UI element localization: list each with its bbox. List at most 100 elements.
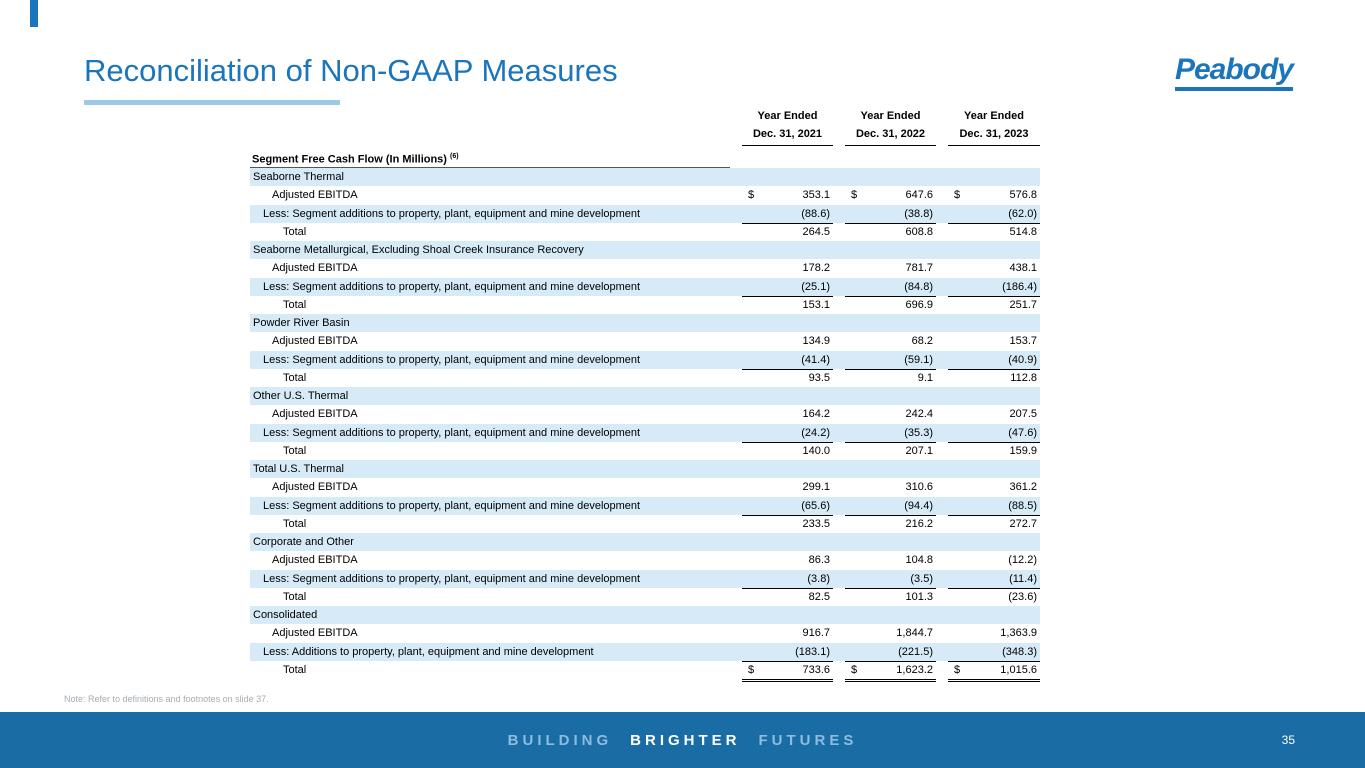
- value: 299.1: [802, 481, 830, 494]
- table-row-total: Total $733.6 $1,623.2 $1,015.6: [250, 661, 1040, 683]
- value-cell: (41.4): [742, 351, 833, 370]
- value-cell: 134.9: [742, 332, 833, 350]
- value: 1,363.9: [1000, 627, 1037, 640]
- table-row-ebitda: Adjusted EBITDA 916.7 1,844.7 1,363.9: [250, 624, 1040, 642]
- value: (47.6): [1008, 426, 1037, 439]
- value: 134.9: [802, 335, 830, 348]
- value-cell: (348.3): [948, 643, 1040, 662]
- section-header-row: Corporate and Other: [250, 533, 1040, 552]
- value-cell: (38.8): [845, 205, 936, 224]
- table-row-total: Total 82.5 101.3 (23.6): [250, 588, 1040, 606]
- row-label: Total: [283, 371, 307, 384]
- value-cell: 310.6: [845, 478, 936, 496]
- value: (40.9): [1008, 353, 1037, 366]
- value-cell: (12.2): [948, 551, 1040, 569]
- value: 9.1: [917, 371, 933, 384]
- value-cell: 9.1: [845, 369, 936, 387]
- section-name: Consolidated: [253, 609, 318, 622]
- value-cell: (3.5): [845, 570, 936, 589]
- value-cell: 164.2: [742, 405, 833, 423]
- value: (12.2): [1008, 554, 1037, 567]
- row-label: Less: Additions to property, plant, equi…: [263, 645, 594, 658]
- value: (35.3): [904, 426, 933, 439]
- dollar-sign: $: [748, 663, 755, 676]
- table-row-less: Less: Segment additions to property, pla…: [250, 204, 1040, 224]
- table-row-ebitda: Adjusted EBITDA 164.2 242.4 207.5: [250, 405, 1040, 423]
- value-cell: 361.2: [948, 478, 1040, 496]
- row-label: Adjusted EBITDA: [272, 262, 358, 275]
- value: 576.8: [1009, 189, 1037, 202]
- value-cell: (35.3): [845, 424, 936, 443]
- value: 647.6: [905, 189, 933, 202]
- value-cell: 178.2: [742, 259, 833, 277]
- value-cell: (59.1): [845, 351, 936, 370]
- section-header-row: Consolidated: [250, 606, 1040, 625]
- peabody-logo: Peabody: [1174, 55, 1294, 91]
- value-cell: (84.8): [845, 278, 936, 297]
- row-label: Less: Segment additions to property, pla…: [263, 426, 641, 439]
- value-cell: (40.9): [948, 351, 1040, 370]
- caption-footnote-marker: (6): [450, 152, 459, 160]
- value-cell: 696.9: [845, 296, 936, 314]
- value: 696.9: [905, 298, 933, 311]
- value: (348.3): [1002, 645, 1037, 658]
- section-name: Corporate and Other: [253, 536, 354, 549]
- value: (65.6): [801, 499, 830, 512]
- table-row-ebitda: Adjusted EBITDA 178.2 781.7 438.1: [250, 259, 1040, 277]
- value-cell: 272.7: [948, 515, 1040, 533]
- row-label: Less: Segment additions to property, pla…: [263, 499, 641, 512]
- corner-accent: [30, 0, 38, 27]
- section-header-row: Total U.S. Thermal: [250, 460, 1040, 479]
- value-cell: 216.2: [845, 515, 936, 533]
- footer-word-futures: FUTURES: [758, 731, 858, 749]
- value: 1,623.2: [896, 663, 933, 676]
- value-cell: 140.0: [742, 442, 833, 460]
- dollar-sign: $: [954, 663, 961, 676]
- value: (38.8): [904, 207, 933, 220]
- table-row-ebitda: Adjusted EBITDA 86.3 104.8 (12.2): [250, 551, 1040, 569]
- value: 916.7: [802, 627, 830, 640]
- footer-word-building: BUILDING: [507, 731, 613, 749]
- value: (25.1): [801, 280, 830, 293]
- table-row-less: Less: Segment additions to property, pla…: [250, 350, 1040, 370]
- table-row-less: Less: Segment additions to property, pla…: [250, 423, 1040, 443]
- dollar-sign: $: [851, 663, 858, 676]
- value-cell: 101.3: [845, 588, 936, 606]
- table-header-row: Year Ended Dec. 31, 2021 Year Ended Dec.…: [250, 108, 1040, 147]
- row-label: Adjusted EBITDA: [272, 189, 358, 202]
- value: (183.1): [795, 645, 830, 658]
- value-cell: 207.1: [845, 442, 936, 460]
- value-cell: (186.4): [948, 278, 1040, 297]
- section-header-row: Powder River Basin: [250, 314, 1040, 333]
- value-cell: $647.6: [845, 186, 936, 204]
- value-cell: 242.4: [845, 405, 936, 423]
- value-cell: 86.3: [742, 551, 833, 569]
- value: 112.8: [1010, 371, 1037, 384]
- footnote: Note: Refer to definitions and footnotes…: [64, 694, 269, 704]
- value-cell: (88.6): [742, 205, 833, 224]
- reconciliation-table: Year Ended Dec. 31, 2021 Year Ended Dec.…: [250, 108, 1040, 683]
- value: (84.8): [904, 280, 933, 293]
- value: 164.2: [802, 408, 830, 421]
- row-label: Less: Segment additions to property, pla…: [263, 280, 641, 293]
- table-row-ebitda: Adjusted EBITDA 134.9 68.2 153.7: [250, 332, 1040, 350]
- section-header-row: Seaborne Metallurgical, Excluding Shoal …: [250, 241, 1040, 260]
- value: 216.2: [905, 517, 933, 530]
- value: (186.4): [1002, 280, 1037, 293]
- table-body: Seaborne Thermal Adjusted EBITDA $353.1 $64…: [250, 168, 1040, 683]
- table-row-less: Less: Segment additions to property, pla…: [250, 277, 1040, 297]
- row-label: Adjusted EBITDA: [272, 408, 358, 421]
- section-name: Seaborne Metallurgical, Excluding Shoal …: [253, 244, 584, 257]
- value: (94.4): [904, 499, 933, 512]
- value-cell: 93.5: [742, 369, 833, 387]
- col-header-line2: Dec. 31, 2021: [752, 127, 823, 140]
- table-row-total: Total 153.1 696.9 251.7: [250, 296, 1040, 314]
- value: 353.1: [802, 189, 830, 202]
- table-row-total: Total 140.0 207.1 159.9: [250, 442, 1040, 460]
- value: 272.7: [1009, 517, 1037, 530]
- footer-bar: BUILDING BRIGHTER FUTURES 35: [0, 712, 1365, 768]
- dollar-sign: $: [954, 189, 961, 202]
- value-cell: 438.1: [948, 259, 1040, 277]
- table-row-ebitda: Adjusted EBITDA 299.1 310.6 361.2: [250, 478, 1040, 496]
